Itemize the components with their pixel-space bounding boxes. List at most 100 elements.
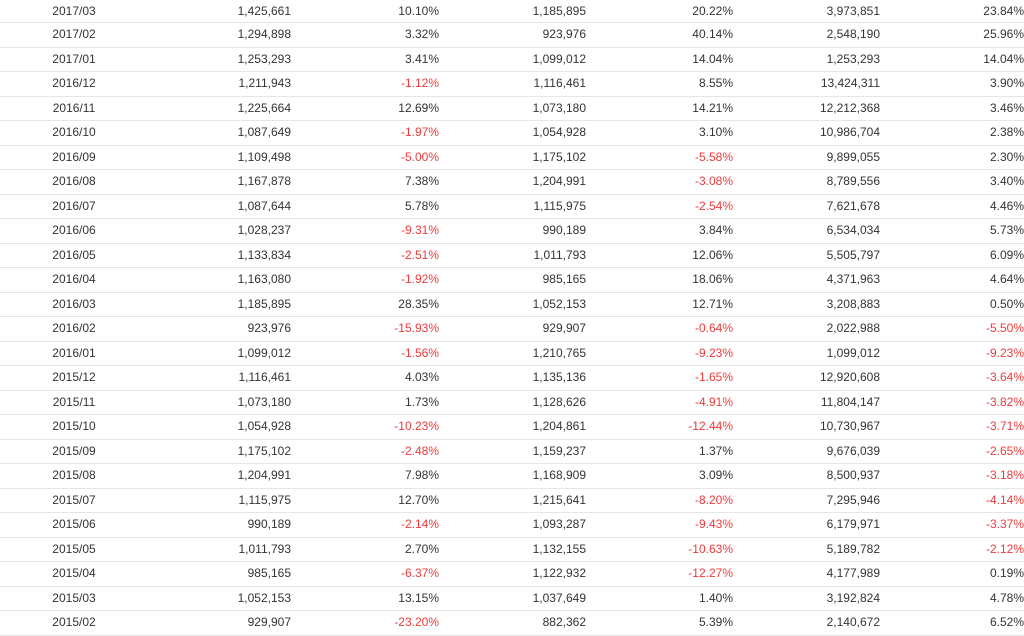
cumulative-value-cell: 3,208,883 (733, 292, 880, 317)
cumulative-change-cell: 4.78% (880, 586, 1024, 611)
compare-change-cell: 1.40% (586, 586, 733, 611)
compare-value-cell: 1,168,909 (439, 463, 586, 489)
cumulative-change-cell: -3.71% (880, 414, 1024, 440)
compare-change-cell: 3.09% (586, 463, 733, 489)
table-row: 2016/03 1,185,895 28.35% 1,052,153 12.71% 3,2… (0, 292, 1024, 317)
cumulative-change-cell: -3.18% (880, 463, 1024, 489)
change-cell: 7.98% (291, 463, 439, 489)
date-cell: 2016/12 (0, 71, 148, 97)
date-cell: 2016/08 (0, 169, 148, 195)
compare-value-cell: 1,128,626 (439, 390, 586, 415)
value-cell: 1,073,180 (148, 390, 291, 415)
table-row: 2016/06 1,028,237 -9.31% 990,189 3.84% 6,534,… (0, 218, 1024, 244)
change-cell: 10.10% (291, 0, 439, 23)
compare-value-cell: 1,054,928 (439, 120, 586, 146)
cumulative-change-cell: 3.90% (880, 71, 1024, 97)
cumulative-value-cell: 8,500,937 (733, 463, 880, 489)
cumulative-value-cell: 6,179,971 (733, 512, 880, 538)
value-cell: 1,054,928 (148, 414, 291, 440)
compare-change-cell: 8.55% (586, 71, 733, 97)
date-cell: 2015/11 (0, 390, 148, 415)
date-cell: 2015/09 (0, 439, 148, 464)
cumulative-value-cell: 7,621,678 (733, 194, 880, 219)
change-cell: 4.03% (291, 365, 439, 391)
value-cell: 1,204,991 (148, 463, 291, 489)
table-row: 2016/04 1,163,080 -1.92% 985,165 18.06% 4,371… (0, 267, 1024, 293)
change-cell: -5.00% (291, 145, 439, 170)
table-row: 2015/07 1,115,975 12.70% 1,215,641 -8.20% 7,2… (0, 488, 1024, 513)
date-cell: 2015/10 (0, 414, 148, 440)
table-row: 2015/02 929,907 -23.20% 882,362 5.39% 2,140,6… (0, 610, 1024, 636)
cumulative-change-cell: 3.46% (880, 96, 1024, 121)
cumulative-value-cell: 4,371,963 (733, 267, 880, 293)
compare-change-cell: 3.84% (586, 218, 733, 244)
cumulative-value-cell: 12,920,608 (733, 365, 880, 391)
compare-value-cell: 929,907 (439, 316, 586, 342)
table-row: 2016/09 1,109,498 -5.00% 1,175,102 -5.58% 9,8… (0, 145, 1024, 170)
cumulative-value-cell: 12,212,368 (733, 96, 880, 121)
change-cell: 28.35% (291, 292, 439, 317)
cumulative-change-cell: -3.37% (880, 512, 1024, 538)
cumulative-change-cell: -2.65% (880, 439, 1024, 464)
change-cell: -10.23% (291, 414, 439, 440)
table-row: 2016/01 1,099,012 -1.56% 1,210,765 -9.23% 1,0… (0, 341, 1024, 366)
cumulative-value-cell: 10,730,967 (733, 414, 880, 440)
compare-change-cell: -9.23% (586, 341, 733, 366)
cumulative-change-cell: 5.73% (880, 218, 1024, 244)
compare-change-cell: -0.64% (586, 316, 733, 342)
compare-change-cell: -8.20% (586, 488, 733, 513)
date-cell: 2016/09 (0, 145, 148, 170)
cumulative-change-cell: 14.04% (880, 47, 1024, 72)
compare-value-cell: 923,976 (439, 22, 586, 48)
compare-change-cell: -12.44% (586, 414, 733, 440)
cumulative-value-cell: 1,099,012 (733, 341, 880, 366)
compare-change-cell: -5.58% (586, 145, 733, 170)
cumulative-change-cell: 0.19% (880, 561, 1024, 587)
change-cell: -1.92% (291, 267, 439, 293)
cumulative-value-cell: 8,789,556 (733, 169, 880, 195)
cumulative-value-cell: 2,022,988 (733, 316, 880, 342)
change-cell: -6.37% (291, 561, 439, 587)
change-cell: 3.41% (291, 47, 439, 72)
value-cell: 1,175,102 (148, 439, 291, 464)
date-cell: 2016/02 (0, 316, 148, 342)
cumulative-change-cell: 25.96% (880, 22, 1024, 48)
table-row: 2017/03 1,425,661 10.10% 1,185,895 20.22% 3,9… (0, 0, 1024, 23)
date-cell: 2015/12 (0, 365, 148, 391)
compare-change-cell: 40.14% (586, 22, 733, 48)
date-cell: 2015/02 (0, 610, 148, 636)
compare-change-cell: 1.37% (586, 439, 733, 464)
date-cell: 2017/02 (0, 22, 148, 48)
date-cell: 2016/01 (0, 341, 148, 366)
table-row: 2015/12 1,116,461 4.03% 1,135,136 -1.65% 12,9… (0, 365, 1024, 391)
value-cell: 1,225,664 (148, 96, 291, 121)
compare-value-cell: 1,073,180 (439, 96, 586, 121)
cumulative-value-cell: 10,986,704 (733, 120, 880, 146)
table-row: 2015/08 1,204,991 7.98% 1,168,909 3.09% 8,500… (0, 463, 1024, 489)
change-cell: -1.12% (291, 71, 439, 97)
value-cell: 923,976 (148, 316, 291, 342)
date-cell: 2015/05 (0, 537, 148, 562)
date-cell: 2015/06 (0, 512, 148, 538)
cumulative-change-cell: 6.09% (880, 243, 1024, 268)
change-cell: 3.32% (291, 22, 439, 48)
cumulative-value-cell: 7,295,946 (733, 488, 880, 513)
compare-change-cell: -10.63% (586, 537, 733, 562)
compare-value-cell: 1,099,012 (439, 47, 586, 72)
change-cell: 1.73% (291, 390, 439, 415)
compare-value-cell: 1,159,237 (439, 439, 586, 464)
compare-change-cell: -12.27% (586, 561, 733, 587)
compare-value-cell: 1,122,932 (439, 561, 586, 587)
date-cell: 2016/06 (0, 218, 148, 244)
cumulative-value-cell: 3,192,824 (733, 586, 880, 611)
compare-change-cell: -9.43% (586, 512, 733, 538)
value-cell: 1,253,293 (148, 47, 291, 72)
value-cell: 1,163,080 (148, 267, 291, 293)
compare-value-cell: 1,210,765 (439, 341, 586, 366)
change-cell: -2.51% (291, 243, 439, 268)
cumulative-change-cell: 2.38% (880, 120, 1024, 146)
value-cell: 1,115,975 (148, 488, 291, 513)
compare-value-cell: 1,132,155 (439, 537, 586, 562)
value-cell: 1,116,461 (148, 365, 291, 391)
